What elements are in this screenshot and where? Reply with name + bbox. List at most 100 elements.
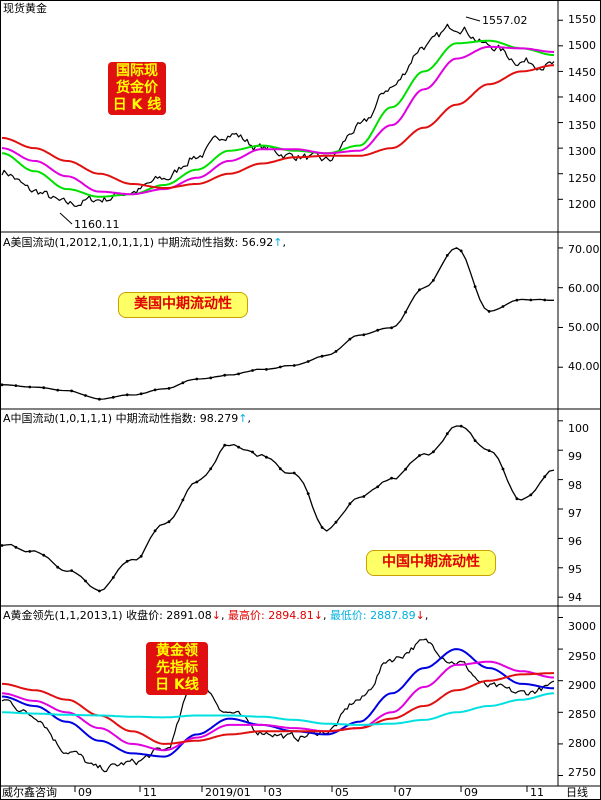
series-line-p4-s1	[1, 638, 555, 773]
up-arrow-icon: ↑	[238, 412, 248, 425]
panel4-badge-line2: 先指标	[156, 660, 198, 676]
data-point	[501, 305, 505, 308]
down-arrow-icon: ↓	[415, 609, 425, 622]
panel2-header: A美国流动(1,2012,1,0,1,1,1) 中期流动性指数: 56.92↑,	[3, 236, 286, 249]
p4-ytick-2850: 2850	[568, 708, 596, 721]
xtick-07: 07	[398, 786, 412, 799]
data-point	[42, 386, 46, 390]
footer-source: 威尔鑫咨询	[2, 786, 57, 799]
data-point	[167, 520, 171, 524]
data-point	[543, 475, 547, 479]
data-point	[320, 354, 324, 358]
panel1-badge: 国际现 货金价 日 K 线	[108, 62, 166, 115]
data-point	[125, 393, 129, 397]
xtick-11b: 11	[530, 786, 544, 799]
data-point	[265, 368, 268, 371]
series-line-p2-s1	[2, 247, 554, 400]
data-point	[306, 360, 310, 363]
data-point	[223, 443, 227, 447]
panel4-sep: ,	[221, 609, 225, 622]
panel4-badge-line1: 黄金领	[156, 643, 198, 659]
data-point	[181, 498, 185, 502]
high-leader-line	[465, 16, 481, 22]
p2-ytick-60: 60.00	[568, 282, 600, 295]
panel3-label-pill: 中国中期流动性	[366, 550, 496, 576]
data-point	[153, 529, 157, 533]
data-point	[334, 350, 338, 353]
panel2-label-pill: 美国中期流动性	[118, 292, 248, 318]
xtick-11a: 11	[143, 786, 157, 799]
p4-ytick-3000: 3000	[568, 620, 596, 633]
data-point	[98, 397, 101, 401]
data-point	[501, 467, 505, 471]
panel4-badge-line3: 日 K线	[155, 677, 199, 693]
series-line-p1-s4	[1, 64, 554, 189]
data-point	[153, 388, 157, 392]
data-point	[348, 502, 352, 506]
data-point	[529, 298, 533, 302]
panel1-badge-line2: 货金价	[116, 80, 158, 96]
data-point	[84, 394, 87, 397]
series-line-p1-s1	[1, 23, 555, 207]
up-arrow-icon: ↑	[273, 236, 283, 249]
data-point	[543, 298, 547, 302]
data-point	[195, 480, 199, 484]
panel4-header-name: A黄金领先(1,1,2013,1)	[3, 609, 123, 622]
data-point	[223, 373, 227, 377]
p1-ytick-1250: 1250	[568, 172, 596, 185]
p4-ytick-2950: 2950	[568, 650, 596, 663]
xtick-05: 05	[335, 786, 349, 799]
p1-ytick-1400: 1400	[568, 92, 596, 105]
data-point	[473, 439, 477, 442]
panel1-title: 现货黄金	[3, 2, 47, 15]
p3-ytick-94: 94	[568, 591, 582, 604]
down-arrow-icon: ↓	[313, 609, 323, 622]
data-point	[459, 424, 463, 428]
data-point	[515, 497, 519, 501]
panel2-header-text: A美国流动(1,2012,1,0,1,1,1) 中期流动性指数: 56.92	[3, 236, 274, 249]
data-point	[251, 450, 254, 454]
data-point	[334, 520, 338, 524]
data-point	[139, 554, 143, 558]
data-point	[111, 576, 115, 579]
p1-ytick-1550: 1550	[568, 13, 596, 26]
panel4-header: A黄金领先(1,1,2013,1) 收盘价: 2891.08 ↓, 最高价: 28…	[3, 609, 428, 622]
data-point	[292, 364, 296, 367]
series-line-p1-s2	[1, 39, 554, 198]
series-line-p4-s3	[1, 660, 554, 752]
data-point	[251, 369, 254, 372]
data-point	[265, 455, 268, 459]
data-point	[167, 387, 171, 390]
panel2-header-tail: ,	[282, 236, 286, 249]
panel1-badge-line3: 日 K 线	[112, 97, 162, 113]
panel1-badge-line1: 国际现	[116, 63, 158, 79]
data-point	[209, 376, 213, 380]
data-point	[28, 385, 32, 389]
xtick-03: 03	[268, 786, 282, 799]
data-point	[418, 288, 421, 292]
panel1-high-annotation: 1557.02	[482, 14, 528, 27]
data-point	[432, 450, 435, 454]
data-point	[348, 337, 352, 341]
data-point	[28, 550, 32, 553]
data-point	[237, 372, 241, 376]
data-point	[111, 395, 115, 399]
data-point	[459, 249, 463, 253]
p2-ytick-40: 40.00	[568, 360, 600, 373]
data-point	[404, 467, 407, 471]
panel3-header-text: A中国流动(1,0,1,1,1) 中期流动性指数: 98.279	[3, 412, 239, 425]
series-line-p4-s2	[1, 648, 555, 758]
panel4-badge: 黄金领 先指标 日 K线	[146, 642, 208, 695]
p4-ytick-2800: 2800	[568, 737, 596, 750]
data-point	[487, 310, 491, 313]
p2-ytick-70: 70.00	[568, 243, 600, 256]
data-point	[14, 545, 18, 549]
data-point	[487, 449, 491, 452]
data-point	[139, 392, 143, 396]
panel4-high-label: 最高价: 2894.81	[228, 609, 314, 622]
data-point	[376, 328, 380, 332]
data-point	[70, 569, 73, 572]
panel4-close-label: 收盘价: 2891.08	[126, 609, 212, 622]
